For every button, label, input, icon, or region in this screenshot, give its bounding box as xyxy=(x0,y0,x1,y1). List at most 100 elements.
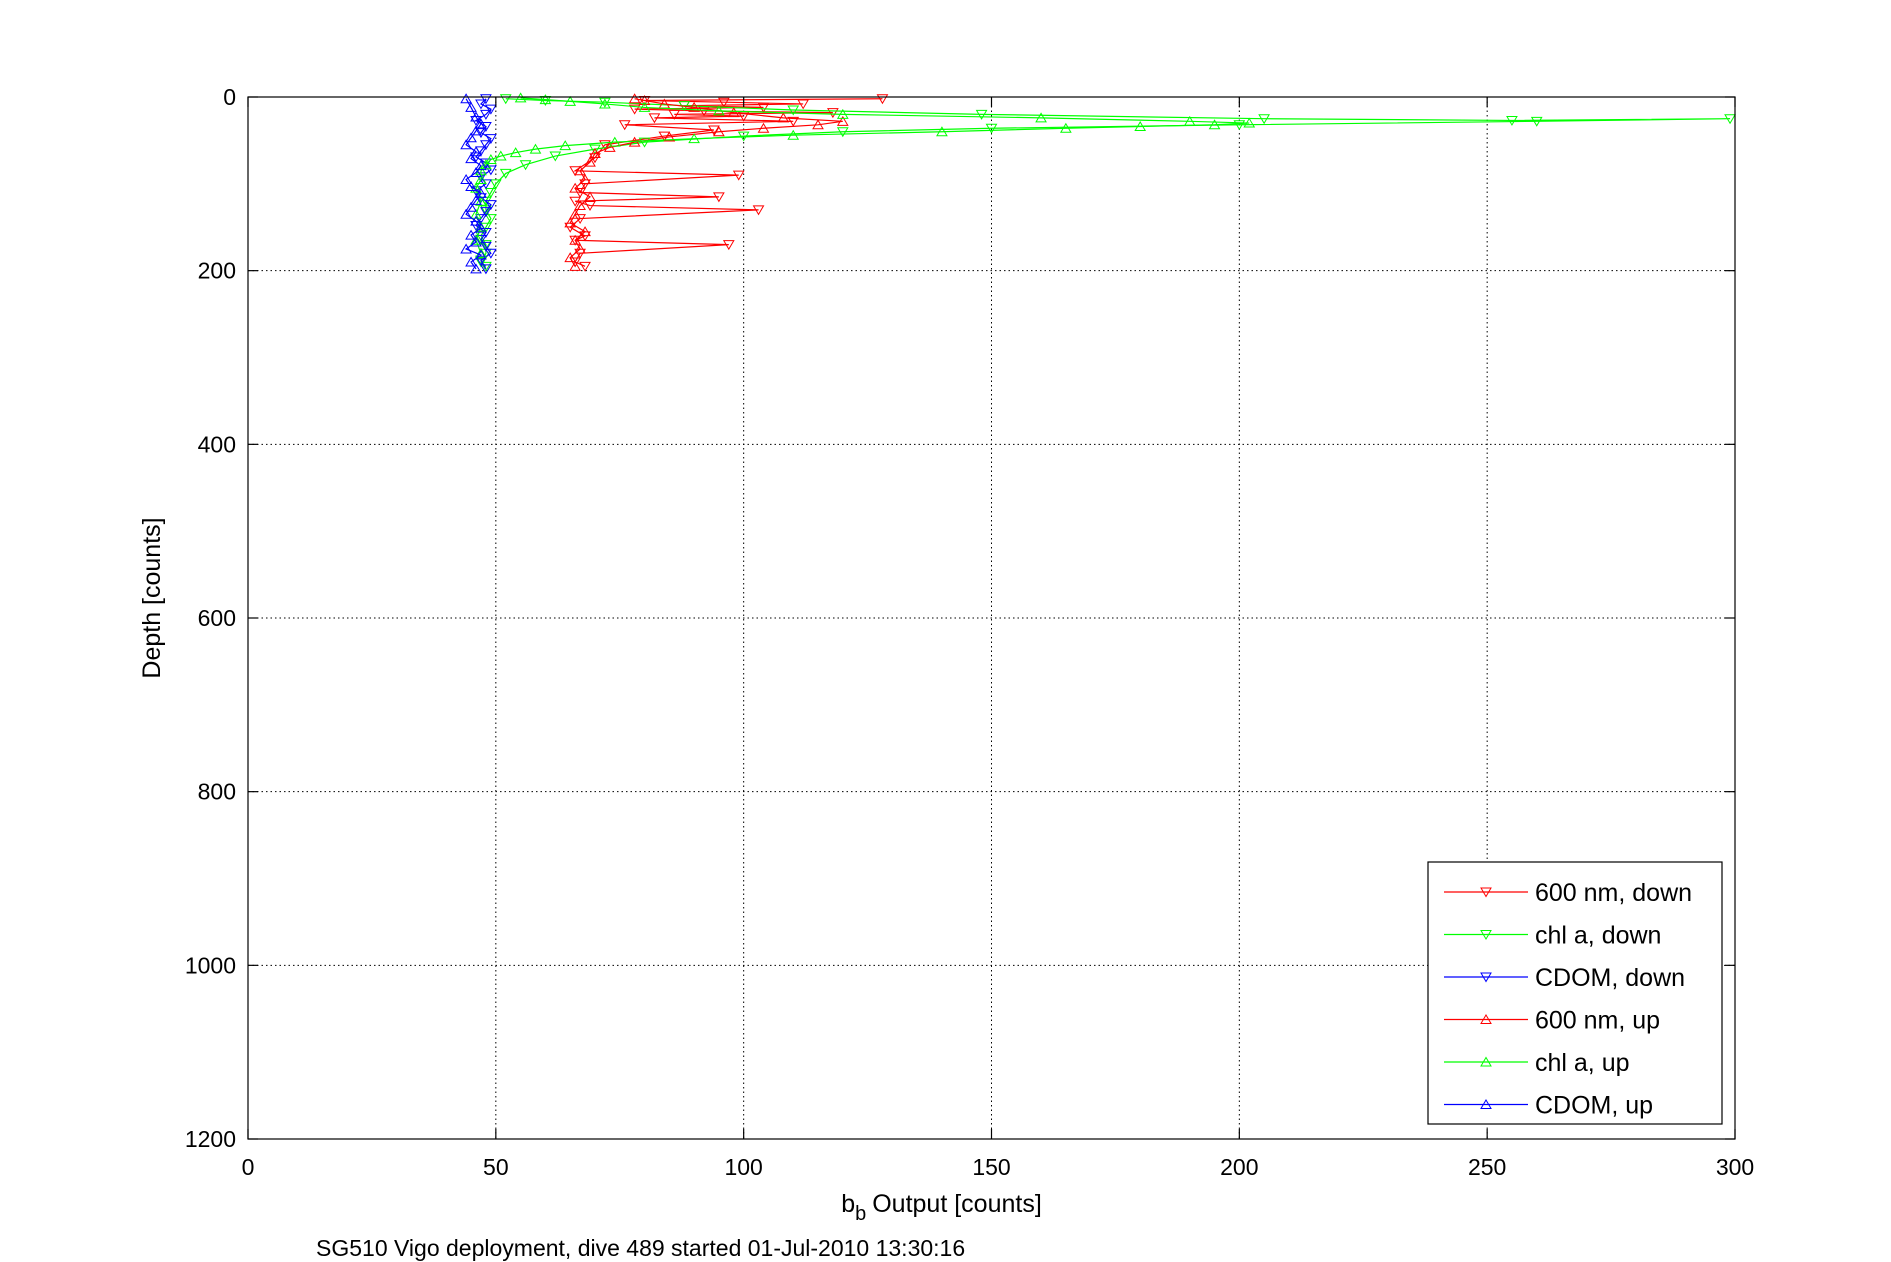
data-point xyxy=(599,98,611,109)
data-point xyxy=(579,261,591,272)
axis-ticks: 0 50 100 150 200 250 300 0 200 400 600 800 1000 1200 xyxy=(185,84,1754,1180)
data-point xyxy=(1183,115,1196,126)
data-point xyxy=(564,252,577,263)
data-point xyxy=(618,120,631,131)
data-point xyxy=(628,104,641,115)
data-point xyxy=(465,132,477,143)
legend-marker xyxy=(1480,887,1492,898)
data-point xyxy=(499,94,512,105)
data-point xyxy=(475,222,487,233)
data-point xyxy=(475,214,487,225)
data-point xyxy=(480,179,492,190)
series-3 xyxy=(564,93,849,271)
data-point xyxy=(713,126,725,137)
data-point xyxy=(985,123,998,134)
data-point xyxy=(529,143,542,154)
data-point xyxy=(688,101,700,112)
y-tick-label: 600 xyxy=(198,605,236,631)
data-point xyxy=(475,174,487,184)
data-point xyxy=(480,241,492,252)
data-point xyxy=(569,260,582,271)
data-point xyxy=(638,137,651,148)
data-point xyxy=(465,229,477,240)
data-point xyxy=(470,152,482,163)
y-tick-label: 1200 xyxy=(185,1126,236,1152)
legend-entry: 600 nm, down xyxy=(1444,879,1692,907)
data-point xyxy=(470,215,482,226)
data-point xyxy=(480,140,492,151)
legend-label: CDOM, up xyxy=(1535,1092,1653,1120)
series-layer xyxy=(460,92,1736,275)
x-tick-label: 0 xyxy=(242,1154,255,1180)
legend-entry: CDOM, down xyxy=(1444,964,1685,992)
y-axis-label: Depth [counts] xyxy=(138,517,166,678)
series-4 xyxy=(470,92,1256,258)
data-point xyxy=(717,97,730,108)
data-point xyxy=(589,144,601,155)
data-point xyxy=(475,249,487,260)
data-point xyxy=(638,94,651,105)
y-tick-label: 400 xyxy=(198,431,236,457)
data-point xyxy=(480,205,492,216)
data-point xyxy=(475,247,487,258)
data-point xyxy=(599,97,611,108)
data-point xyxy=(1208,119,1221,130)
data-point xyxy=(480,207,492,218)
legend-entry: 600 nm, up xyxy=(1444,1007,1660,1035)
legend-marker xyxy=(1480,1099,1492,1109)
legend-entry: chl a, up xyxy=(1444,1049,1630,1077)
data-point xyxy=(485,165,497,176)
data-point xyxy=(569,208,582,219)
legend-entry: CDOM, up xyxy=(1444,1092,1653,1120)
data-point xyxy=(499,168,512,179)
data-point xyxy=(1530,116,1543,127)
data-point xyxy=(485,248,497,259)
data-point xyxy=(1506,115,1518,126)
data-point xyxy=(460,174,472,184)
legend-entry: chl a, down xyxy=(1444,922,1661,950)
data-point xyxy=(470,111,482,122)
legend-label: 600 nm, up xyxy=(1535,1007,1660,1035)
data-point xyxy=(475,160,487,171)
series-line xyxy=(569,98,843,267)
data-point xyxy=(787,105,800,116)
data-point xyxy=(752,205,765,216)
data-point xyxy=(470,146,482,157)
data-point xyxy=(1243,117,1256,128)
data-point xyxy=(836,115,849,126)
data-point xyxy=(475,99,487,110)
data-point xyxy=(485,154,497,165)
data-point xyxy=(460,208,472,219)
data-point xyxy=(668,109,681,120)
data-point xyxy=(574,165,586,176)
data-point xyxy=(470,125,482,136)
data-point xyxy=(708,125,720,136)
data-point xyxy=(827,108,839,119)
data-point xyxy=(732,170,745,181)
legend-marker xyxy=(1480,972,1492,983)
data-point xyxy=(1233,120,1246,131)
x-tick-label: 250 xyxy=(1468,1154,1506,1180)
data-point xyxy=(475,118,487,129)
data-point xyxy=(470,208,482,219)
data-point xyxy=(559,140,572,151)
data-point xyxy=(787,116,800,127)
data-point xyxy=(836,108,849,119)
data-point xyxy=(480,109,492,120)
data-point xyxy=(787,129,800,140)
data-point xyxy=(475,128,487,139)
data-point xyxy=(480,94,492,105)
data-point xyxy=(603,141,616,152)
data-point xyxy=(480,240,492,251)
data-point xyxy=(465,256,477,267)
x-axis-label-text: Output [counts] xyxy=(872,1190,1042,1218)
data-point xyxy=(574,214,586,225)
chart-caption: SG510 Vigo deployment, dive 489 started … xyxy=(316,1235,965,1261)
data-point xyxy=(579,226,591,237)
data-point xyxy=(485,200,497,211)
data-point xyxy=(628,93,641,104)
data-point xyxy=(480,261,492,272)
x-tick-label: 200 xyxy=(1220,1154,1258,1180)
grid-lines xyxy=(248,97,1735,1139)
data-point xyxy=(584,156,596,167)
